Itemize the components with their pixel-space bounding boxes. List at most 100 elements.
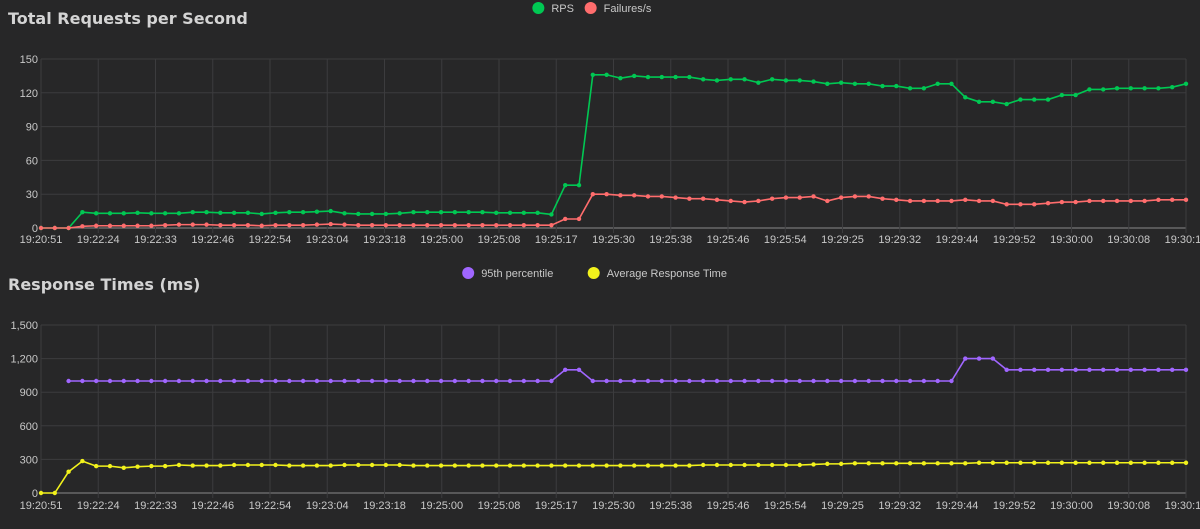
data-point[interactable] [590, 192, 596, 197]
data-point[interactable] [535, 463, 540, 468]
data-point[interactable] [287, 378, 292, 384]
data-point[interactable] [356, 462, 361, 468]
data-point[interactable] [1128, 86, 1134, 91]
data-point[interactable] [1087, 87, 1092, 92]
data-point[interactable] [287, 222, 292, 228]
data-point[interactable] [190, 222, 195, 227]
data-point[interactable] [245, 462, 251, 468]
data-point[interactable] [314, 222, 320, 227]
data-point[interactable] [756, 378, 761, 384]
data-point[interactable] [894, 197, 899, 203]
data-point[interactable] [411, 210, 416, 215]
data-point[interactable] [563, 216, 568, 222]
data-point[interactable] [687, 74, 692, 80]
data-point[interactable] [631, 73, 637, 79]
data-point[interactable] [1004, 367, 1009, 372]
data-point[interactable] [1018, 367, 1023, 372]
data-point[interactable] [728, 378, 733, 384]
data-point[interactable] [838, 378, 844, 384]
data-point[interactable] [300, 222, 306, 228]
data-point[interactable] [425, 463, 430, 468]
data-point[interactable] [507, 210, 513, 215]
data-point[interactable] [438, 222, 444, 228]
data-point[interactable] [1128, 460, 1134, 465]
data-point[interactable] [162, 211, 168, 216]
data-point[interactable] [259, 462, 264, 468]
data-point[interactable] [314, 463, 320, 468]
data-point[interactable] [1018, 460, 1023, 465]
data-point[interactable] [452, 378, 458, 384]
data-point[interactable] [273, 378, 278, 384]
data-point[interactable] [135, 378, 140, 384]
data-point[interactable] [549, 378, 554, 384]
data-point[interactable] [1018, 97, 1023, 102]
data-point[interactable] [769, 77, 775, 82]
data-point[interactable] [80, 210, 85, 215]
data-point[interactable] [838, 195, 844, 200]
data-point[interactable] [1045, 201, 1051, 206]
data-point[interactable] [204, 210, 209, 215]
data-point[interactable] [273, 462, 278, 468]
data-point[interactable] [990, 460, 996, 465]
data-point[interactable] [342, 222, 347, 227]
data-point[interactable] [176, 462, 182, 468]
data-point[interactable] [1073, 92, 1078, 98]
data-point[interactable] [769, 196, 775, 201]
data-point[interactable] [549, 463, 554, 468]
data-point[interactable] [728, 462, 733, 468]
data-point[interactable] [783, 462, 789, 468]
data-point[interactable] [328, 208, 333, 214]
data-point[interactable] [728, 198, 733, 204]
data-point[interactable] [963, 95, 968, 100]
data-point[interactable] [1059, 367, 1065, 372]
data-point[interactable] [1183, 197, 1189, 203]
data-point[interactable] [645, 194, 651, 199]
data-point[interactable] [604, 378, 609, 384]
data-point[interactable] [576, 463, 582, 468]
data-point[interactable] [618, 378, 623, 384]
data-point[interactable] [466, 210, 471, 215]
data-point[interactable] [149, 378, 154, 384]
data-point[interactable] [300, 463, 306, 468]
data-point[interactable] [1087, 460, 1092, 465]
data-point[interactable] [990, 198, 996, 204]
data-point[interactable] [990, 356, 996, 361]
data-point[interactable] [1032, 202, 1037, 207]
data-point[interactable] [935, 198, 940, 204]
data-point[interactable] [894, 378, 899, 384]
data-point[interactable] [1032, 367, 1037, 372]
data-point[interactable] [231, 462, 237, 468]
data-point[interactable] [259, 223, 264, 228]
data-point[interactable] [783, 78, 789, 83]
data-point[interactable] [604, 192, 609, 197]
data-point[interactable] [369, 378, 375, 384]
data-point[interactable] [1045, 460, 1051, 465]
data-point[interactable] [645, 378, 651, 384]
data-point[interactable] [825, 378, 830, 384]
data-point[interactable] [797, 78, 802, 83]
data-point[interactable] [121, 465, 126, 470]
data-point[interactable] [976, 99, 982, 105]
data-point[interactable] [231, 222, 237, 228]
data-point[interactable] [935, 378, 940, 384]
data-point[interactable] [576, 367, 582, 372]
data-point[interactable] [1183, 81, 1189, 86]
data-point[interactable] [1114, 367, 1120, 372]
data-point[interactable] [783, 195, 789, 200]
data-point[interactable] [1045, 367, 1051, 372]
data-point[interactable] [590, 72, 596, 77]
data-point[interactable] [121, 211, 126, 216]
data-point[interactable] [880, 378, 885, 384]
data-point[interactable] [342, 462, 347, 468]
data-point[interactable] [714, 78, 720, 83]
data-point[interactable] [452, 222, 458, 228]
data-point[interactable] [287, 210, 292, 215]
data-point[interactable] [176, 222, 182, 227]
data-point[interactable] [1183, 460, 1189, 465]
data-point[interactable] [742, 378, 747, 384]
data-point[interactable] [535, 222, 540, 228]
data-point[interactable] [963, 356, 968, 361]
data-point[interactable] [300, 378, 306, 384]
data-point[interactable] [287, 463, 292, 468]
data-point[interactable] [369, 462, 375, 468]
